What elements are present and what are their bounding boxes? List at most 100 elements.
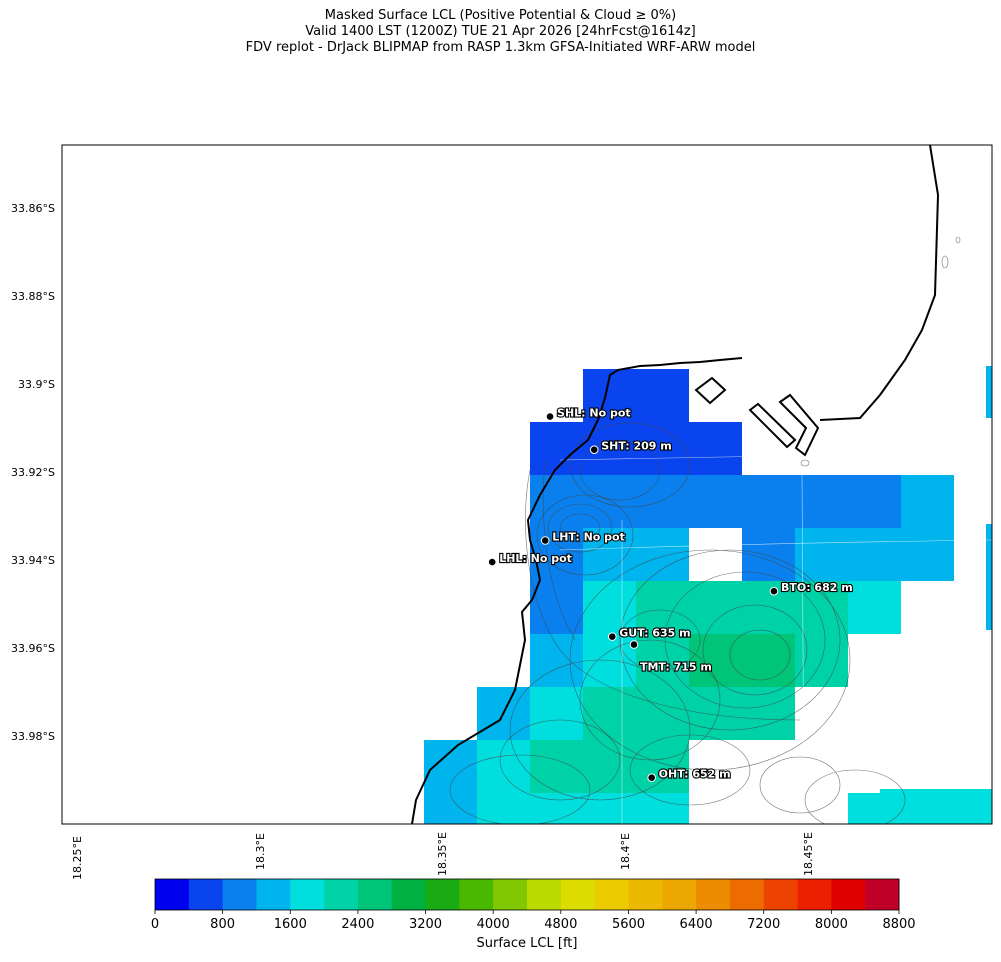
station-marker-gut: [607, 632, 617, 641]
lcl-cell: [530, 634, 583, 687]
lat-label-6: 33.98°S: [11, 730, 55, 743]
colorbar-swatch: [324, 879, 359, 910]
lat-label-2: 33.9°S: [18, 378, 55, 391]
harbour-wall-1: [694, 376, 727, 405]
colorbar-swatch: [188, 879, 224, 910]
lcl-cell: [795, 475, 848, 528]
colorbar-swatch: [628, 879, 663, 910]
lcl-cell: [636, 422, 689, 475]
colorbar-tick-6: 4800: [544, 917, 578, 932]
lcl-cell: [530, 581, 583, 634]
colorbar-swatch: [696, 879, 731, 910]
station-marker-shl: [545, 412, 555, 421]
coastline: [411, 357, 743, 824]
lon-label-2: 18.35°E: [436, 832, 449, 876]
colorbar-tick-7: 5600: [611, 917, 646, 932]
lcl-cell: [848, 528, 901, 581]
lcl-cell: [636, 687, 689, 740]
lon-label-4: 18.45°E: [802, 832, 815, 876]
colorbar-tick-5: 4000: [476, 917, 510, 932]
lcl-cell: [530, 687, 583, 740]
title-line-2: Valid 1400 LST (1200Z) TUE 21 Apr 2026 […: [305, 24, 696, 39]
colorbar-swatch: [357, 879, 393, 910]
colorbar-swatch: [594, 879, 629, 910]
colorbar-tick-4: 3200: [408, 917, 443, 932]
colorbar-tick-3: 2400: [341, 917, 375, 932]
station-label-bto: BTO: 682 m: [781, 581, 853, 594]
terrain-contours: [449, 236, 961, 824]
colorbar-swatch: [662, 879, 697, 910]
station-marker-lhl: [487, 557, 497, 567]
colorbar-swatch: [391, 879, 427, 910]
station-marker-oht: [647, 773, 656, 783]
station-markers: SHL: No pot SHT: 209 m LHT: No pot LHL: No …: [487, 406, 854, 783]
colorbar-swatch: [797, 879, 832, 910]
lcl-cell: [795, 528, 848, 581]
colorbar-swatch: [763, 879, 799, 910]
colorbar-swatch: [729, 879, 765, 910]
lcl-cell: [636, 475, 689, 528]
lcl-cell: [583, 687, 636, 740]
lcl-cell: [530, 475, 583, 528]
lcl-cell: [583, 475, 636, 528]
lcl-cell: [636, 793, 689, 824]
harbour-wall-3: [778, 393, 820, 457]
lcl-cell: [689, 687, 742, 740]
title-line-3: FDV replot - DrJack BLIPMAP from RASP 1.…: [245, 40, 756, 55]
station-label-gut: GUT: 635 m: [619, 627, 690, 640]
lcl-cell: [901, 475, 954, 528]
colorbar-swatch: [155, 879, 190, 910]
colorbar-swatch: [425, 879, 460, 910]
lcl-cell: [636, 528, 689, 581]
colorbar-tick-0: 0: [150, 917, 160, 932]
colorbar-tick-9: 7200: [747, 917, 781, 932]
lcl-cell: [689, 475, 742, 528]
title-line-1: Masked Surface LCL (Positive Potential &…: [324, 8, 677, 23]
lcl-cell: [636, 740, 689, 793]
colorbar-swatch: [560, 879, 596, 910]
colorbar-swatch: [831, 879, 866, 910]
lcl-cell: [583, 793, 636, 824]
colorbar-swatch: [222, 879, 257, 910]
lcl-cell: [880, 789, 992, 824]
colorbar-swatch: [459, 879, 494, 910]
station-marker-sht: [589, 445, 599, 454]
lcl-cell: [583, 740, 636, 793]
colorbar-tick-2: 1600: [273, 917, 307, 932]
station-label-lht: LHT: No pot: [552, 530, 625, 543]
lat-label-1: 33.88°S: [11, 290, 55, 303]
lcl-cell: [636, 634, 689, 687]
station-label-lhl: LHL: No pot: [499, 552, 572, 565]
lcl-cell: [636, 581, 689, 634]
lcl-cell: [742, 687, 795, 740]
station-marker-bto: [769, 586, 779, 596]
colorbar-swatch: [865, 879, 900, 910]
lcl-cell: [530, 793, 583, 824]
lcl-cell: [901, 528, 954, 581]
station-marker-lht: [540, 536, 550, 545]
colorbar-label: Surface LCL [ft]: [476, 936, 578, 951]
coastline-east: [819, 145, 940, 421]
colorbar-swatch: [493, 879, 528, 910]
lcl-cell: [477, 793, 530, 824]
lcl-cell: [742, 475, 795, 528]
colorbar-swatch: [256, 879, 291, 910]
lcl-cell: [530, 422, 583, 475]
lcl-cell: [689, 581, 742, 634]
colorbar-tick-1: 800: [210, 917, 236, 932]
map-frame: [61, 144, 993, 825]
lat-label-3: 33.92°S: [11, 466, 55, 479]
colorbar-swatch: [527, 879, 562, 910]
lat-label-4: 33.94°S: [11, 554, 55, 567]
lcl-cell: [848, 475, 901, 528]
colorbar-swatch: [290, 879, 325, 910]
lcl-cell: [530, 740, 583, 793]
lcl-cell: [742, 581, 795, 634]
lon-label-0: 18.25°E: [71, 836, 84, 880]
lon-label-3: 18.4°E: [619, 833, 632, 870]
lcl-cell: [636, 369, 689, 422]
station-label-oht: OHT: 652 m: [659, 768, 731, 781]
station-label-shl: SHL: No pot: [557, 407, 631, 420]
lcl-cell: [424, 793, 477, 824]
